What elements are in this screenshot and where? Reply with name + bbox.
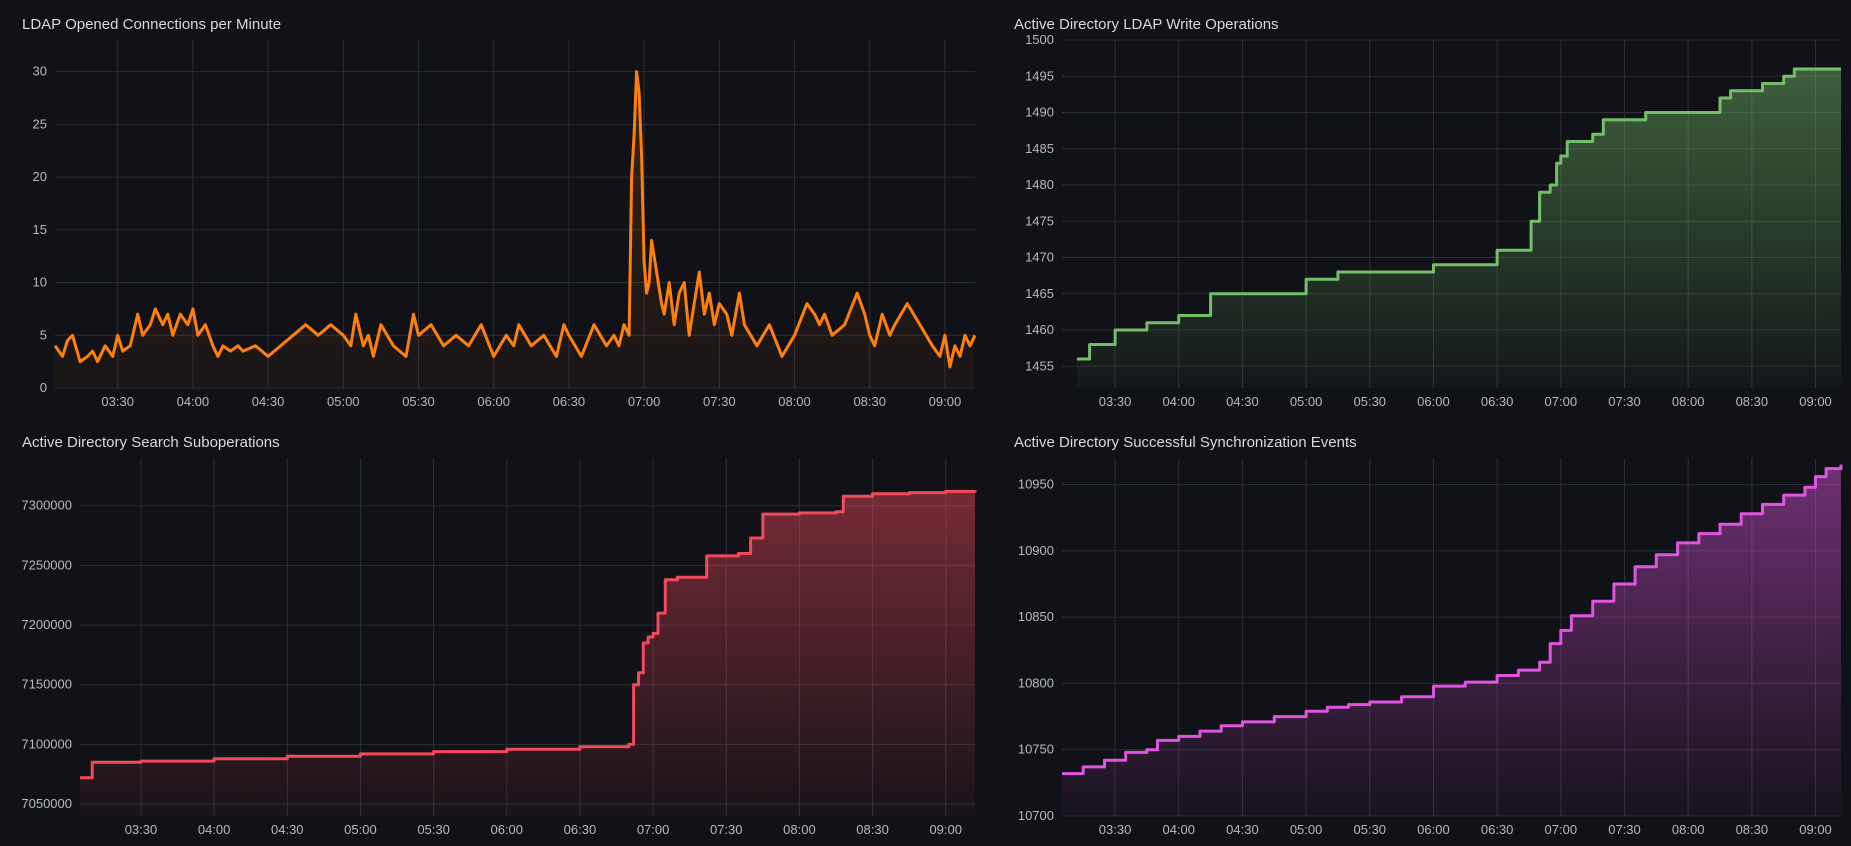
- series-area: [80, 490, 975, 816]
- series-line[interactable]: [80, 489, 977, 780]
- chart-sync-events: 10700 10750 10800 10850 10900 10950 03:30 04:00…: [1018, 458, 1843, 837]
- x-tick-label: 09:00: [1799, 394, 1832, 409]
- chart-ldap-write: 1455 1460 1465 1470 1475 1480 1485 1490 1495 1500…: [1025, 32, 1841, 409]
- x-tick-label: 05:00: [344, 822, 377, 837]
- x-tick-label: 08:30: [856, 822, 889, 837]
- y-tick-label: 30: [33, 64, 47, 79]
- y-tick-label: 10950: [1018, 477, 1054, 492]
- x-tick-label: 06:30: [564, 822, 597, 837]
- x-tick-label: 04:30: [252, 394, 285, 409]
- x-tick-label: 07:00: [637, 822, 670, 837]
- x-tick-label: 08:00: [1672, 822, 1705, 837]
- x-tick-label: 07:30: [1608, 394, 1641, 409]
- series-area: [55, 71, 975, 388]
- x-tick-label: 05:00: [1290, 394, 1323, 409]
- x-tick-label: 03:30: [1099, 822, 1132, 837]
- x-tick-label: 04:00: [1162, 822, 1195, 837]
- y-tick-label: 10700: [1018, 808, 1054, 823]
- y-tick-label: 25: [33, 116, 47, 131]
- x-tick-label: 04:30: [1226, 822, 1259, 837]
- x-tick-label: 08:00: [1672, 394, 1705, 409]
- x-tick-label: 06:00: [490, 822, 523, 837]
- x-tick-label: 04:00: [198, 822, 231, 837]
- y-tick-label: 7150000: [21, 677, 72, 692]
- y-tick-label: 7050000: [21, 796, 72, 811]
- y-tick-label: 20: [33, 169, 47, 184]
- y-tick-label: 1460: [1025, 322, 1054, 337]
- y-tick-label: 10750: [1018, 742, 1054, 757]
- y-tick-label: 10: [33, 275, 47, 290]
- y-tick-label: 5: [40, 327, 47, 342]
- x-tick-label: 05:00: [327, 394, 360, 409]
- y-tick-label: 1475: [1025, 213, 1054, 228]
- series-line[interactable]: [1062, 464, 1843, 776]
- y-tick-label: 1480: [1025, 177, 1054, 192]
- x-tick-label: 09:00: [1799, 822, 1832, 837]
- x-tick-label: 06:00: [1417, 822, 1450, 837]
- series-line[interactable]: [1076, 67, 1841, 361]
- x-tick-label: 04:30: [271, 822, 304, 837]
- y-tick-label: 1470: [1025, 250, 1054, 265]
- x-tick-label: 05:30: [1354, 394, 1387, 409]
- panel-sync-events: Active Directory Successful Synchronizat…: [992, 418, 1851, 846]
- panel-title[interactable]: Active Directory LDAP Write Operations: [1014, 16, 1279, 33]
- x-tick-label: 07:00: [1545, 822, 1578, 837]
- x-tick-label: 04:00: [177, 394, 210, 409]
- series-area: [1062, 464, 1841, 816]
- x-tick-label: 07:30: [1608, 822, 1641, 837]
- series-area: [1076, 69, 1841, 388]
- x-tick-label: 05:30: [402, 394, 435, 409]
- x-tick-label: 05:00: [1290, 822, 1323, 837]
- x-tick-label: 08:30: [1736, 822, 1769, 837]
- x-tick-label: 05:30: [417, 822, 450, 837]
- y-tick-label: 1465: [1025, 286, 1054, 301]
- y-tick-label: 15: [33, 222, 47, 237]
- x-tick-label: 09:00: [929, 394, 962, 409]
- x-tick-label: 03:30: [125, 822, 158, 837]
- y-tick-label: 0: [40, 380, 47, 395]
- chart-ldap-connections: 0 5 10 15 20 25 30 03:30 04:00 04:30 05:00 05:30 06:…: [33, 40, 977, 409]
- x-tick-label: 08:30: [1736, 394, 1769, 409]
- y-tick-label: 1495: [1025, 68, 1054, 83]
- y-tick-label: 7200000: [21, 617, 72, 632]
- x-tick-label: 06:00: [477, 394, 510, 409]
- y-tick-label: 1490: [1025, 105, 1054, 120]
- x-tick-label: 09:00: [929, 822, 962, 837]
- panel-title[interactable]: Active Directory Successful Synchronizat…: [1014, 434, 1357, 451]
- y-tick-label: 10800: [1018, 675, 1054, 690]
- x-tick-label: 04:00: [1162, 394, 1195, 409]
- panel-search-subops: Active Directory Search Suboperations 70…: [0, 418, 985, 846]
- y-tick-label: 1455: [1025, 358, 1054, 373]
- x-tick-label: 06:30: [1481, 822, 1514, 837]
- x-tick-label: 07:30: [710, 822, 743, 837]
- chart-search-subops: 7050000 7100000 7150000 7200000 7250000 73000…: [21, 458, 977, 837]
- x-tick-label: 08:00: [783, 822, 816, 837]
- panel-title[interactable]: Active Directory Search Suboperations: [22, 434, 280, 451]
- y-tick-label: 7250000: [21, 557, 72, 572]
- x-tick-label: 08:00: [778, 394, 811, 409]
- panel-ldap-connections: LDAP Opened Connections per Minute 0 5 10 1…: [0, 0, 985, 418]
- x-tick-label: 06:00: [1417, 394, 1450, 409]
- x-tick-label: 06:30: [553, 394, 586, 409]
- x-tick-label: 08:30: [853, 394, 886, 409]
- panel-title[interactable]: LDAP Opened Connections per Minute: [22, 16, 282, 33]
- y-tick-label: 7100000: [21, 736, 72, 751]
- x-tick-label: 07:00: [1545, 394, 1578, 409]
- x-tick-label: 03:30: [1099, 394, 1132, 409]
- y-tick-label: 10900: [1018, 543, 1054, 558]
- x-tick-label: 06:30: [1481, 394, 1514, 409]
- series-line[interactable]: [53, 70, 977, 369]
- x-tick-label: 03:30: [101, 394, 134, 409]
- x-tick-label: 05:30: [1354, 822, 1387, 837]
- x-tick-label: 07:00: [628, 394, 661, 409]
- y-tick-label: 10850: [1018, 609, 1054, 624]
- x-tick-label: 04:30: [1226, 394, 1259, 409]
- x-tick-label: 07:30: [703, 394, 736, 409]
- y-tick-label: 7300000: [21, 498, 72, 513]
- panel-ldap-write: Active Directory LDAP Write Operations 1…: [992, 0, 1851, 418]
- y-tick-label: 1485: [1025, 141, 1054, 156]
- y-tick-label: 1500: [1025, 32, 1054, 47]
